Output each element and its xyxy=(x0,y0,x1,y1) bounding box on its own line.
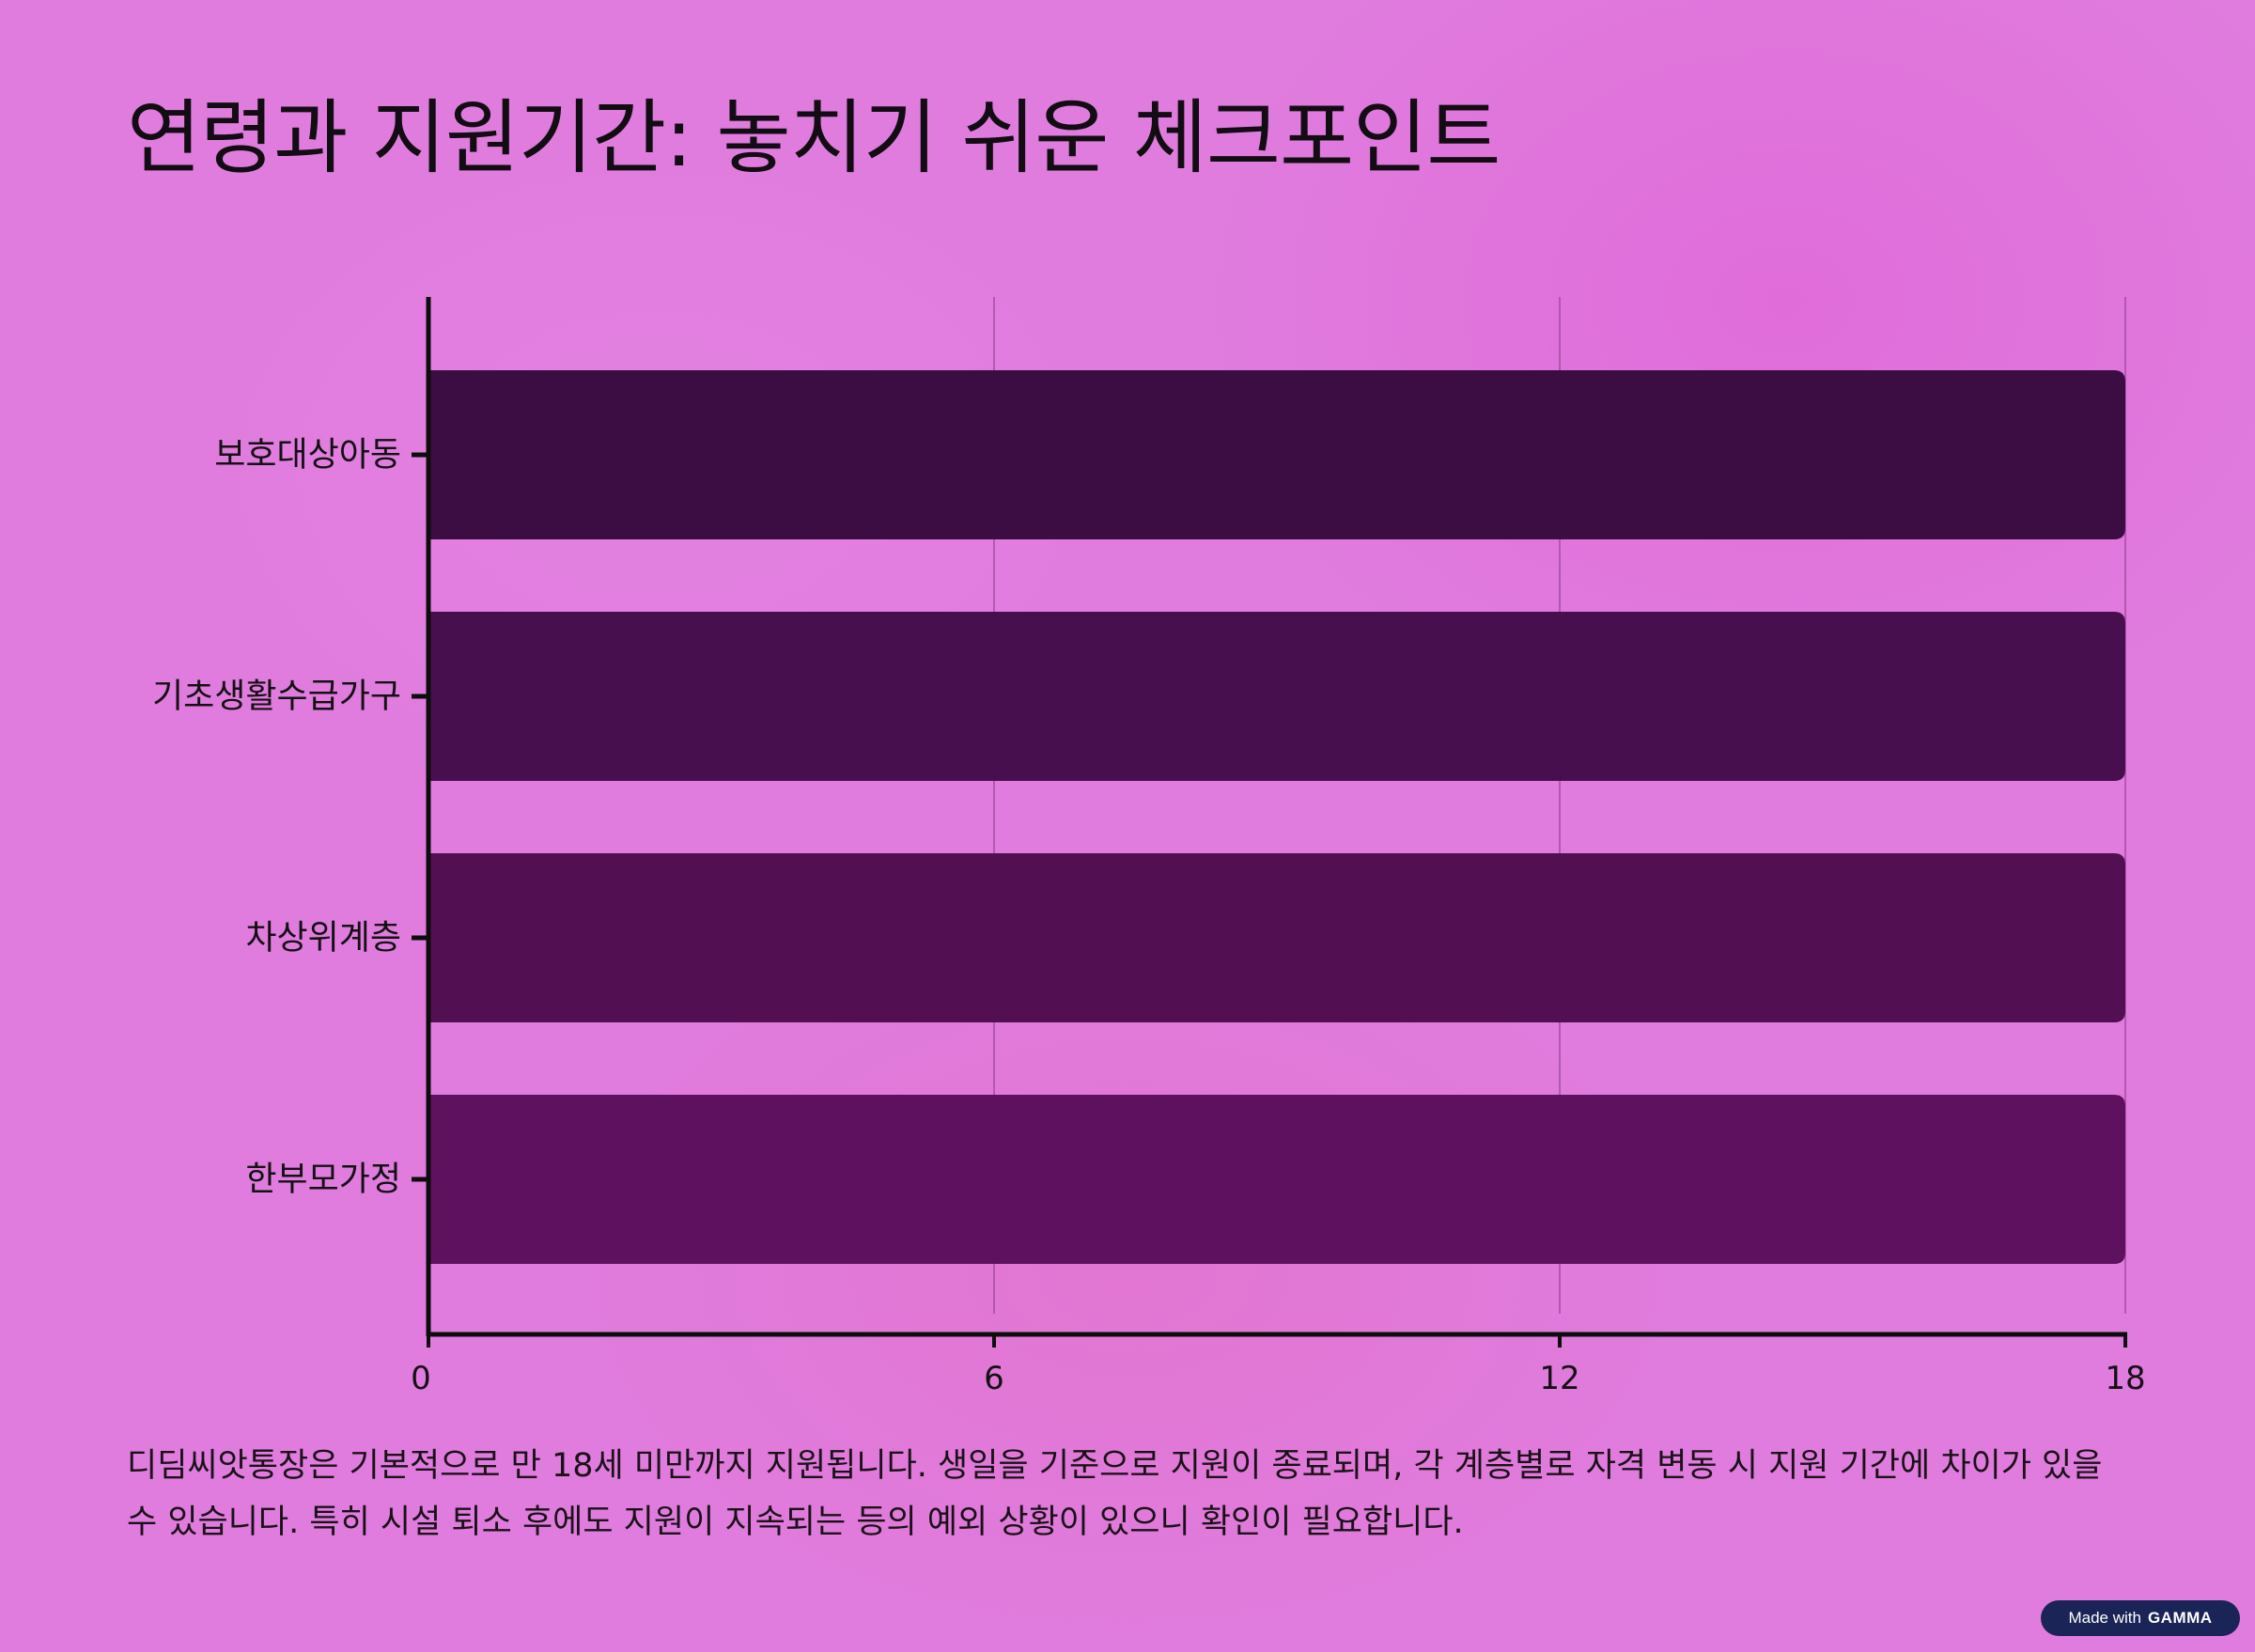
chart-description: 디딤씨앗통장은 기본적으로 만 18세 미만까지 지원됩니다. 생일을 기준으로… xyxy=(127,1447,2103,1541)
made-with-gamma-badge[interactable]: Made with GAMMA xyxy=(2041,1600,2240,1636)
x-tick-label: 18 xyxy=(2105,1360,2145,1397)
gamma-logo: GAMMA xyxy=(2147,1609,2213,1627)
y-tick-label: 보호대상아동 xyxy=(214,436,401,475)
y-tick-label: 기초생활수급가구 xyxy=(152,678,401,716)
bar xyxy=(428,853,2125,1022)
page-title: 연령과 지원기간: 놓치기 쉬운 체크포인트 xyxy=(127,91,1501,185)
bar xyxy=(428,370,2125,539)
bar xyxy=(428,612,2125,781)
x-tick-label: 12 xyxy=(1539,1360,1579,1397)
bar xyxy=(428,1095,2125,1264)
y-tick-label: 한부모가정 xyxy=(245,1161,401,1199)
bars xyxy=(428,370,2125,1264)
x-tick-label: 6 xyxy=(984,1360,1004,1397)
y-tick-label: 차상위계층 xyxy=(245,919,401,958)
badge-text: Made with xyxy=(2068,1609,2141,1627)
axes xyxy=(412,297,2127,1348)
x-tick-label: 0 xyxy=(411,1360,431,1397)
